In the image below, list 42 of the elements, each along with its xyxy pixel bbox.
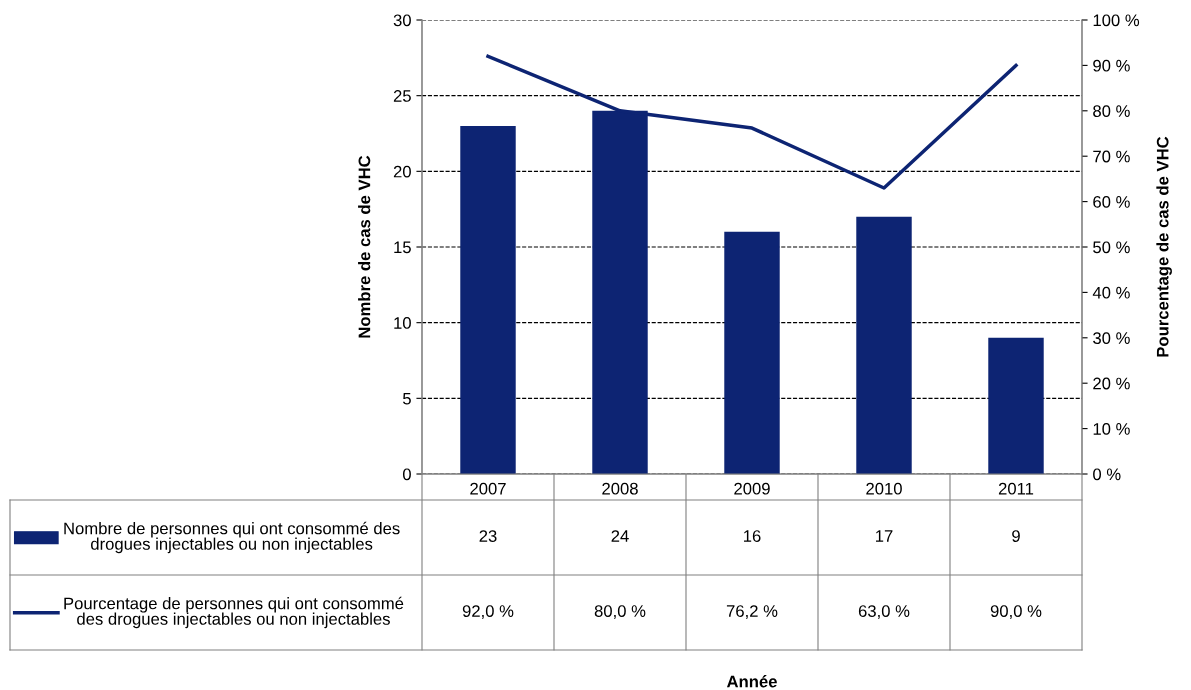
bar (856, 216, 912, 474)
y-tick-label: 20 (393, 165, 411, 178)
y2-tick-label: 80 % (1093, 105, 1130, 117)
data-label: 63,0 % (858, 605, 910, 619)
y-tick-label: 10 (394, 317, 411, 329)
data-label: 24 (611, 530, 629, 542)
data-label: 80,0 % (594, 605, 646, 619)
data-label: 23 (479, 530, 497, 542)
x-tick-label: 2007 (470, 482, 506, 495)
y2-tick-label: 0 % (1093, 468, 1121, 481)
data-label: 16 (744, 530, 761, 542)
y-tick-label: 5 (402, 392, 411, 405)
data-label: 92,0 % (462, 605, 514, 619)
x-tick-label: 2010 (866, 482, 902, 495)
data-label: 17 (876, 530, 893, 542)
bar (988, 337, 1044, 474)
y2-tick-label: 90 % (1093, 59, 1130, 72)
y-tick-label: 25 (393, 90, 411, 102)
y2-tick-label: 60 % (1093, 196, 1130, 208)
data-label: 90,0 % (990, 605, 1042, 619)
y2-tick-label: 40 % (1092, 286, 1130, 299)
y2-tick-label: 100 % (1093, 14, 1140, 27)
y-tick-label: 30 (393, 14, 411, 27)
y2-tick-label: 20 % (1093, 377, 1130, 390)
y-tick-label: 15 (394, 241, 411, 254)
text: Année (726, 675, 777, 688)
y2-tick-label: 30 % (1093, 332, 1130, 344)
bar (460, 125, 516, 474)
x-tick-label: 2011 (998, 482, 1034, 495)
y2-tick-label: 10 % (1093, 423, 1130, 435)
y-axis-title: Nombre de cas de VHC (358, 155, 371, 338)
y-tick-label: 0 (402, 468, 411, 481)
legend-label: Nombre de personnes qui ont consommé des drogues injectables ou non injectables (64, 521, 400, 554)
y2-tick-label: 70 % (1093, 150, 1130, 163)
y2-tick-label: 50 % (1093, 241, 1130, 254)
data-label: 9 (1012, 530, 1020, 542)
data-label: 76,2 % (726, 605, 778, 619)
x-tick-label: 2008 (602, 482, 638, 495)
x-tick-label: 2009 (734, 482, 770, 495)
bar (724, 231, 780, 474)
y2-axis-title: Pourcentage de cas de VHC (1156, 136, 1172, 357)
legend-label: Pourcentage de personnes qui ont consommé des drogues injectables ou non injectables (64, 596, 404, 629)
